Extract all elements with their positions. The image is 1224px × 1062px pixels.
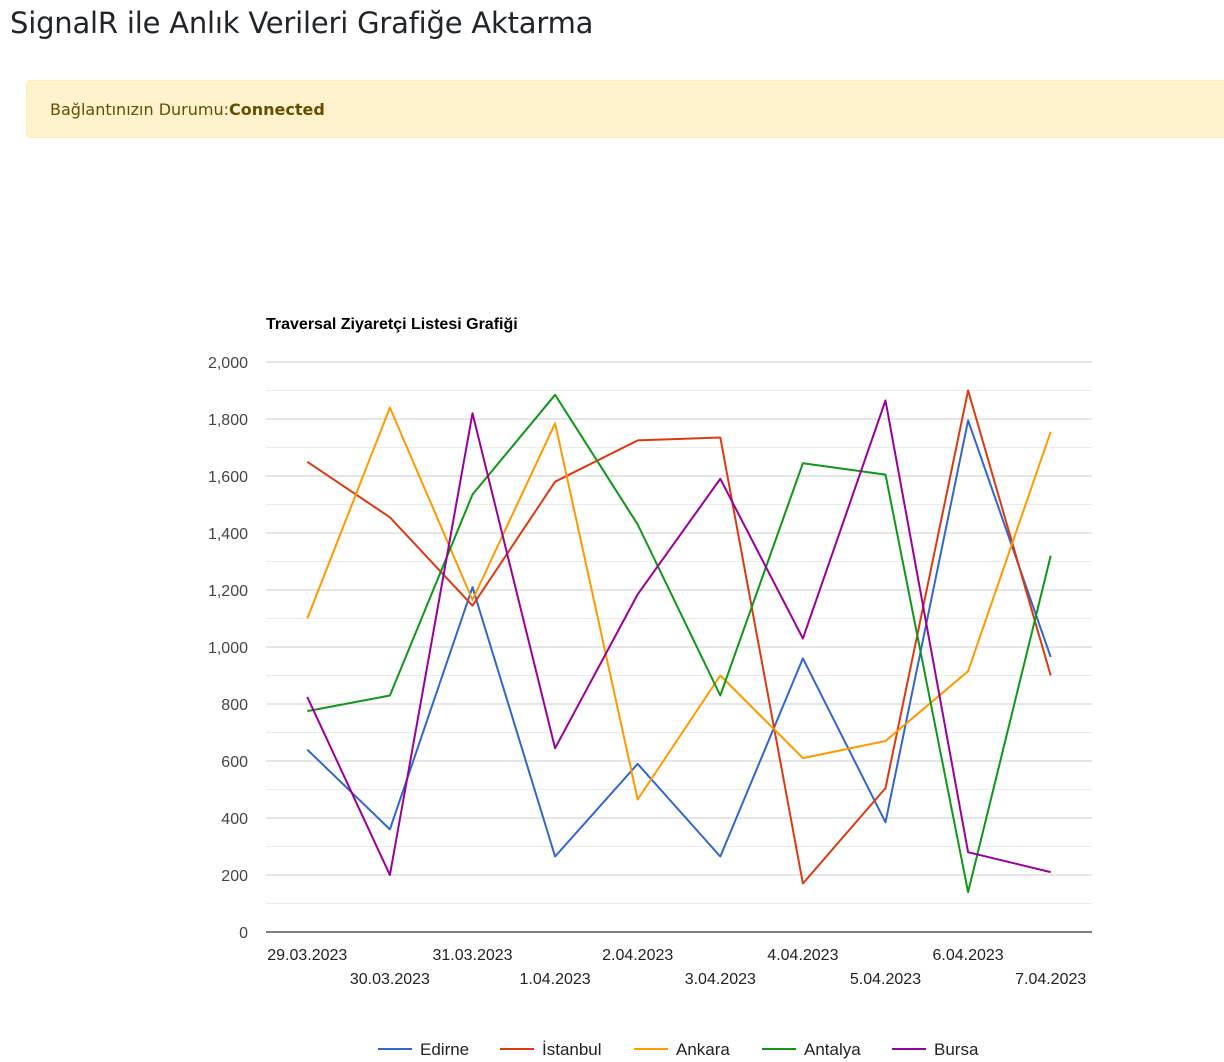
- x-tick-label: 4.04.2023: [767, 947, 838, 964]
- y-tick-label: 800: [221, 697, 248, 714]
- connection-status-value: Connected: [229, 100, 325, 119]
- series-line-i̇stanbul: [306, 389, 1052, 885]
- x-tick-label: 1.04.2023: [520, 971, 591, 988]
- legend-label: Ankara: [676, 1040, 730, 1059]
- y-tick-label: 1,600: [208, 469, 248, 486]
- chart-title: Traversal Ziyaretçi Listesi Grafiği: [266, 316, 518, 333]
- y-tick-label: 200: [221, 868, 248, 885]
- legend-label: Edirne: [420, 1040, 469, 1059]
- x-tick-label: 3.04.2023: [685, 971, 756, 988]
- x-tick-label: 5.04.2023: [850, 971, 921, 988]
- x-tick-label: 29.03.2023: [267, 947, 347, 964]
- y-tick-label: 400: [221, 811, 248, 828]
- series-line-ankara: [306, 406, 1052, 801]
- legend-label: İstanbul: [542, 1040, 602, 1059]
- series-line-edirne: [306, 419, 1052, 858]
- y-tick-label: 2,000: [208, 355, 248, 372]
- y-tick-label: 1,200: [208, 583, 248, 600]
- connection-status-alert: Bağlantınızın Durumu:Connected: [26, 80, 1224, 138]
- x-tick-label: 6.04.2023: [933, 947, 1004, 964]
- x-tick-label: 2.04.2023: [602, 947, 673, 964]
- page-title: SignalR ile Anlık Verileri Grafiğe Aktar…: [10, 6, 594, 40]
- y-tick-label: 1,400: [208, 526, 248, 543]
- y-tick-label: 1,800: [208, 412, 248, 429]
- x-tick-label: 31.03.2023: [432, 947, 512, 964]
- x-tick-label: 7.04.2023: [1015, 971, 1086, 988]
- y-tick-label: 600: [221, 754, 248, 771]
- chart-series: [306, 389, 1052, 894]
- connection-status-label: Bağlantınızın Durumu:: [50, 100, 229, 119]
- series-line-antalya: [307, 393, 1052, 894]
- y-axis-ticks: 0 200 400 600 800 1,000 1,200 1,400 1,600 1,800 2,…: [208, 355, 248, 942]
- chart-legend: Edirne İstanbul Ankara Antalya Bursa: [378, 1040, 979, 1059]
- chart-grid: [266, 361, 1092, 904]
- series-line-bursa: [306, 399, 1051, 876]
- legend-label: Antalya: [804, 1040, 861, 1059]
- y-tick-label: 1,000: [208, 640, 248, 657]
- x-tick-label: 30.03.2023: [350, 971, 430, 988]
- legend-label: Bursa: [934, 1040, 979, 1059]
- y-tick-label: 0: [239, 925, 248, 942]
